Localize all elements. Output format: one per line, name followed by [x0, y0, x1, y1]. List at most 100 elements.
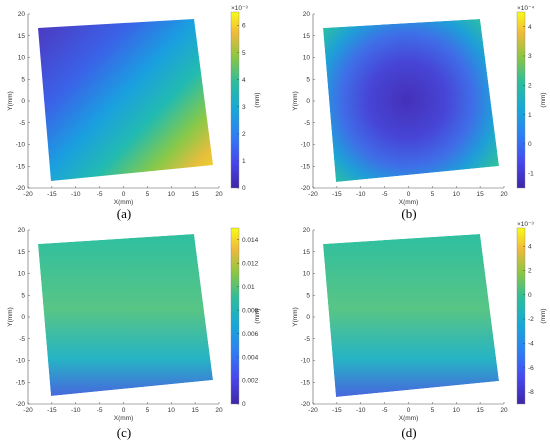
y-tick-label: 0: [306, 98, 310, 105]
colorbar-tick-label: 1: [528, 112, 532, 119]
x-tick-label: -10: [71, 407, 81, 414]
y-tick-label: -20: [301, 401, 311, 408]
colorbar-tick-label: 3: [528, 53, 532, 60]
y-tick-label: 20: [303, 227, 311, 234]
x-tick-label: -5: [97, 191, 103, 198]
y-tick-label: 20: [18, 11, 26, 18]
y-tick-label: 15: [18, 249, 26, 256]
x-tick-label: 10: [168, 191, 176, 198]
colorbar-tick-label: 0: [242, 185, 246, 192]
heatmap-surface-d: [323, 234, 499, 397]
colorbar-unit: (mm): [540, 92, 547, 107]
y-tick-label: 5: [306, 76, 310, 83]
colorbar-tick-label: 4: [528, 243, 532, 250]
colorbar-tick-label: -6: [528, 365, 534, 372]
y-tick-label: -5: [304, 120, 310, 127]
colorbar-tick-label: 0.002: [242, 378, 259, 385]
x-tick-label: -15: [332, 191, 342, 198]
colorbar-tick-label: 5: [242, 50, 246, 57]
colorbar-tick-label: 3: [242, 104, 246, 111]
colorbar-tick-label: 0.004: [242, 354, 259, 361]
x-axis-label: X(mm): [399, 199, 419, 206]
y-tick-label: 15: [18, 33, 26, 40]
x-tick-label: 20: [215, 191, 223, 198]
x-tick-label: 5: [146, 191, 150, 198]
colorbar-tick-label: -8: [528, 389, 534, 396]
colorbar-tick-label: -2: [528, 316, 534, 323]
colorbar-tick-label: 2: [242, 131, 246, 138]
y-tick-label: 10: [18, 271, 26, 278]
x-tick-label: 10: [453, 191, 461, 198]
y-tick-label: 20: [303, 11, 311, 18]
x-tick-label: 20: [500, 191, 508, 198]
y-tick-label: -20: [301, 185, 311, 192]
panel-label: (b): [401, 206, 416, 221]
x-tick-label: -15: [332, 407, 342, 414]
x-tick-label: -10: [71, 191, 81, 198]
x-tick-label: 5: [431, 191, 435, 198]
colorbar-tick-label: 4: [242, 77, 246, 84]
y-axis-label: Y(mm): [292, 91, 299, 111]
panel-label: (a): [117, 206, 131, 221]
colorbar-exponent: ×10⁻³: [517, 221, 534, 228]
y-tick-label: 15: [303, 33, 311, 40]
panel-d: -20 -15 -10 -5 0 5 10 15 2020151050-5-10-15-20X(…: [292, 221, 547, 440]
y-axis-label: Y(mm): [7, 307, 14, 327]
heatmap-surface-c: [38, 234, 213, 396]
colorbar: [516, 227, 526, 405]
y-tick-label: 15: [303, 249, 311, 256]
y-tick-label: 10: [18, 55, 26, 62]
y-tick-label: -20: [16, 185, 26, 192]
x-tick-label: -20: [23, 407, 33, 414]
y-tick-label: 10: [303, 55, 311, 62]
colorbar: [516, 11, 526, 189]
y-tick-label: -15: [301, 163, 311, 170]
colorbar-tick-label: 2: [528, 268, 532, 275]
heatmap-surface-a: [38, 19, 213, 181]
colorbar-tick-label: 6: [242, 23, 246, 30]
y-tick-label: 0: [21, 314, 25, 321]
y-tick-label: -5: [19, 336, 25, 343]
colorbar-exponent: ×10⁻⁴: [517, 5, 534, 12]
x-tick-label: 15: [192, 407, 200, 414]
panel-a: -20 -15 -10 -5 0 5 10 15 2020151050-5-10-15-20X(…: [7, 5, 261, 221]
x-tick-label: 5: [431, 407, 435, 414]
colorbar-unit: (mm): [254, 92, 261, 107]
colorbar: [230, 11, 240, 189]
colorbar-tick-label: 0: [242, 401, 246, 408]
x-tick-label: -15: [47, 191, 57, 198]
panel-c: -20 -15 -10 -5 0 5 10 15 20 20 15 10 5 0 -5 -10 -15 -20 X(…: [7, 227, 261, 440]
x-tick-label: 10: [453, 407, 461, 414]
y-tick-label: -15: [16, 163, 26, 170]
panel-label: (c): [117, 425, 131, 440]
panel-b: -20 -15 -10 -5 0 5 10 15 2020151050-5-10-15-20X(…: [292, 5, 547, 221]
colorbar-unit: (mm): [540, 308, 547, 323]
y-tick-label: -20: [16, 401, 26, 408]
x-tick-label: -5: [97, 407, 103, 414]
y-tick-label: 5: [21, 292, 25, 299]
colorbar-tick-label: 0.006: [242, 331, 259, 338]
colorbar-tick-label: 0.012: [242, 260, 259, 267]
y-tick-label: 0: [21, 98, 25, 105]
x-axis-label: X(mm): [114, 199, 134, 206]
x-tick-label: -20: [23, 191, 33, 198]
y-tick-label: -10: [301, 142, 311, 149]
colorbar-tick-label: -4: [528, 341, 534, 348]
x-axis-label: X(mm): [114, 415, 134, 422]
x-tick-label: 0: [122, 191, 126, 198]
colorbar-tick-label: 1: [242, 158, 246, 165]
x-tick-label: -10: [356, 191, 366, 198]
x-tick-label: 5: [146, 407, 150, 414]
y-tick-label: -15: [16, 379, 26, 386]
colorbar-tick-label: 0.008: [242, 307, 259, 314]
colorbar-exponent: ×10⁻³: [231, 5, 248, 12]
x-tick-label: 10: [168, 407, 176, 414]
x-tick-label: 15: [192, 191, 200, 198]
x-tick-label: 0: [407, 191, 411, 198]
y-tick-label: 5: [306, 292, 310, 299]
x-tick-label: -15: [47, 407, 57, 414]
colorbar-tick-label: 2: [528, 83, 532, 90]
x-tick-label: -5: [382, 191, 388, 198]
x-tick-label: 0: [122, 407, 126, 414]
